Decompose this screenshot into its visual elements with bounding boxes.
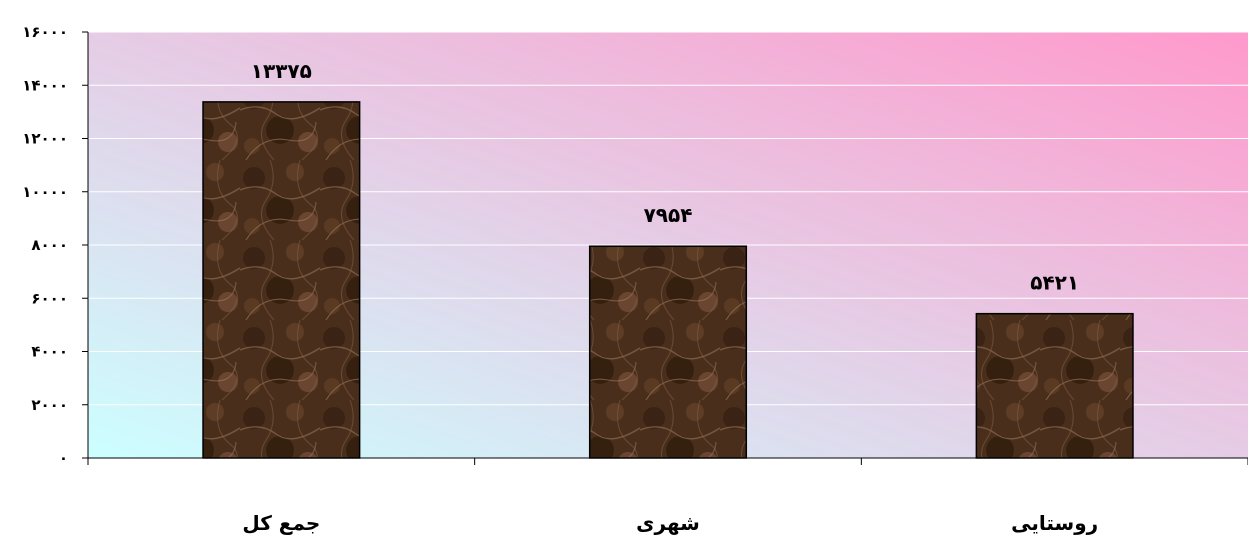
y-tick-label: ۲۰۰۰ xyxy=(31,396,68,414)
y-tick-label: ۱۲۰۰۰ xyxy=(22,130,68,148)
bar xyxy=(588,245,748,459)
bar xyxy=(975,312,1134,459)
data-label: ۵۴۲۱ xyxy=(1030,271,1079,295)
y-tick-label: ۱۴۰۰۰ xyxy=(22,76,68,94)
data-labels: ۱۳۳۷۵ ۷۹۵۴ ۵۴۲۱ xyxy=(251,59,1079,295)
y-axis: ۰ ۲۰۰۰ ۴۰۰۰ ۶۰۰۰ ۸۰۰۰ ۱۰۰۰۰ ۱۲۰۰۰ ۱۴۰۰۰ ۱۶۰۰۰ xyxy=(22,23,89,467)
y-tick-label: ۶۰۰۰ xyxy=(31,289,68,307)
x-tick-label: روستایی xyxy=(1011,511,1098,535)
y-tick-label: ۱۰۰۰۰ xyxy=(22,183,68,201)
y-tick-label: ۴۰۰۰ xyxy=(31,343,68,361)
bar-series xyxy=(202,101,1134,459)
y-tick-label: ۸۰۰۰ xyxy=(31,236,68,254)
x-tick-label: شهری xyxy=(636,511,700,535)
bar xyxy=(202,101,361,459)
y-tick-label: ۰ xyxy=(59,449,68,467)
data-label: ۱۳۳۷۵ xyxy=(251,59,312,83)
y-tick-label: ۱۶۰۰۰ xyxy=(22,23,68,41)
x-tick-label: جمع کل xyxy=(242,511,320,535)
data-label: ۷۹۵۴ xyxy=(644,203,693,227)
x-axis: جمع کل شهری روستایی xyxy=(87,457,1248,535)
